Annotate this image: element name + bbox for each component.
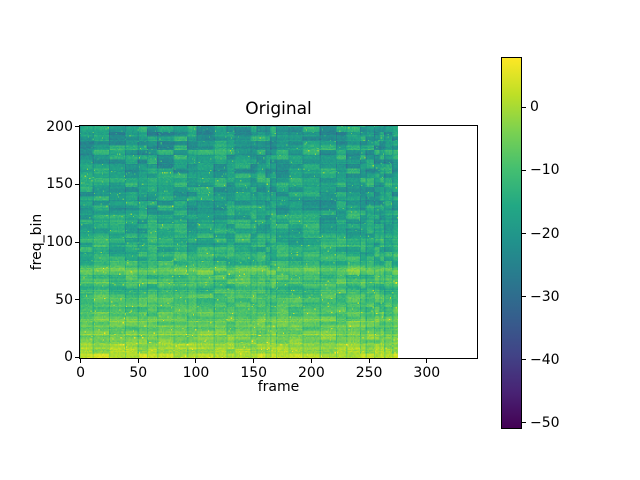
x-tick-label: 0 bbox=[76, 365, 86, 381]
x-tick bbox=[310, 359, 312, 363]
x-tick-label: 200 bbox=[298, 365, 325, 381]
plot-title: Original bbox=[245, 99, 312, 119]
colorbar-tick bbox=[522, 359, 526, 361]
x-tick-label: 150 bbox=[240, 365, 268, 381]
colorbar-tick-label: 0 bbox=[530, 99, 539, 116]
x-tick bbox=[137, 359, 139, 363]
colorbar-tick-label: −10 bbox=[530, 162, 560, 179]
x-tick bbox=[195, 359, 197, 363]
x-tick bbox=[426, 359, 428, 363]
colorbar-tick-label: −40 bbox=[530, 351, 560, 368]
y-tick bbox=[75, 183, 79, 185]
y-tick bbox=[75, 299, 79, 301]
y-axis-label: freq_bin bbox=[29, 213, 45, 271]
colorbar-tick-label: −30 bbox=[530, 288, 560, 305]
spectrogram-image bbox=[80, 126, 398, 358]
plot-area bbox=[79, 125, 478, 359]
x-tick bbox=[253, 359, 255, 363]
x-tick-label: 250 bbox=[355, 365, 383, 381]
x-tick bbox=[368, 359, 370, 363]
x-tick-label: 100 bbox=[182, 365, 210, 381]
y-tick-label: 0 bbox=[64, 349, 73, 366]
y-tick-label: 50 bbox=[55, 291, 73, 308]
colorbar-tick bbox=[522, 233, 526, 235]
y-tick bbox=[75, 126, 79, 128]
x-tick-label: 300 bbox=[413, 365, 441, 381]
y-tick-label: 100 bbox=[46, 234, 73, 250]
colorbar-tick-label: −50 bbox=[530, 414, 560, 431]
colorbar-tick bbox=[522, 422, 526, 424]
y-tick-label: 200 bbox=[46, 118, 73, 135]
x-tick bbox=[80, 359, 82, 363]
colorbar-tick bbox=[522, 296, 526, 298]
y-tick bbox=[75, 356, 79, 358]
x-axis-label: frame bbox=[257, 379, 300, 395]
y-tick-label: 150 bbox=[46, 176, 73, 193]
colorbar bbox=[501, 57, 522, 429]
x-tick-label: 50 bbox=[129, 365, 148, 381]
colorbar-tick bbox=[522, 106, 526, 108]
y-tick bbox=[75, 241, 79, 243]
colorbar-tick bbox=[522, 169, 526, 171]
colorbar-gradient bbox=[502, 58, 521, 428]
colorbar-tick-label: −20 bbox=[530, 225, 560, 242]
